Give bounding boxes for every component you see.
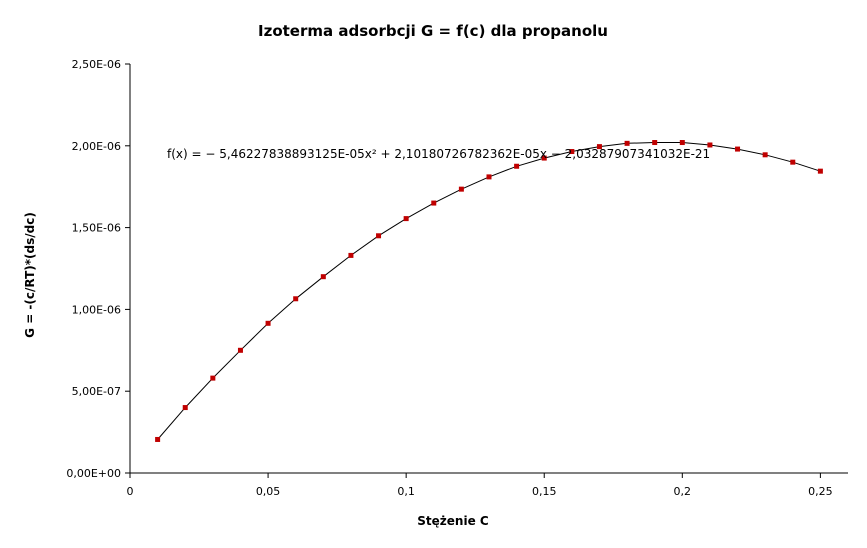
- y-tick-label: 1,00E-06: [72, 303, 121, 316]
- data-point: [320, 274, 326, 280]
- x-tick-label: 0,2: [674, 485, 692, 498]
- data-point: [514, 163, 520, 169]
- data-point: [817, 168, 823, 174]
- data-point: [458, 186, 464, 192]
- x-axis-title: Stężenie C: [417, 514, 489, 528]
- data-point: [624, 140, 630, 146]
- data-point: [735, 146, 741, 152]
- y-axis-title: G = -(c/RT)*(ds/dc): [23, 212, 37, 338]
- data-point: [403, 216, 409, 222]
- data-point: [679, 140, 685, 146]
- trend-line: [157, 142, 821, 440]
- chart-title: Izoterma adsorbcji G = f(c) dla propanol…: [258, 22, 608, 40]
- x-tick-label: 0,1: [397, 485, 415, 498]
- data-point: [210, 375, 216, 381]
- data-point: [293, 296, 299, 302]
- y-tick-label: 0,00E+00: [66, 467, 121, 480]
- x-ticks: 0 0,05 0,1 0,15 0,2 0,25: [127, 473, 833, 498]
- data-point: [265, 320, 271, 326]
- data-point: [237, 347, 243, 353]
- data-point: [790, 159, 796, 165]
- data-point: [569, 149, 575, 155]
- y-tick-label: 2,00E-06: [72, 140, 121, 153]
- x-tick-label: 0,25: [808, 485, 833, 498]
- y-tick-label: 5,00E-07: [72, 385, 121, 398]
- data-point: [431, 200, 437, 206]
- y-tick-label: 2,50E-06: [72, 58, 121, 71]
- x-tick-label: 0,15: [532, 485, 557, 498]
- data-points: [155, 140, 823, 442]
- axes: [129, 64, 848, 474]
- data-point: [762, 152, 768, 158]
- y-ticks: 0,00E+00 5,00E-07 1,00E-06 1,50E-06 2,00E-06…: [66, 58, 130, 480]
- x-tick-label: 0: [127, 485, 134, 498]
- trendline-equation: f(x) = − 5,46227838893125E-05x² + 2,1018…: [167, 147, 710, 161]
- data-point: [348, 252, 354, 258]
- data-point: [155, 436, 161, 442]
- data-point: [707, 142, 713, 148]
- data-point: [652, 140, 658, 146]
- data-point: [376, 233, 382, 239]
- y-tick-label: 1,50E-06: [72, 222, 121, 235]
- data-point: [486, 174, 492, 180]
- data-point: [541, 155, 547, 161]
- x-tick-label: 0,05: [256, 485, 281, 498]
- data-point: [596, 144, 602, 150]
- data-point: [182, 405, 188, 411]
